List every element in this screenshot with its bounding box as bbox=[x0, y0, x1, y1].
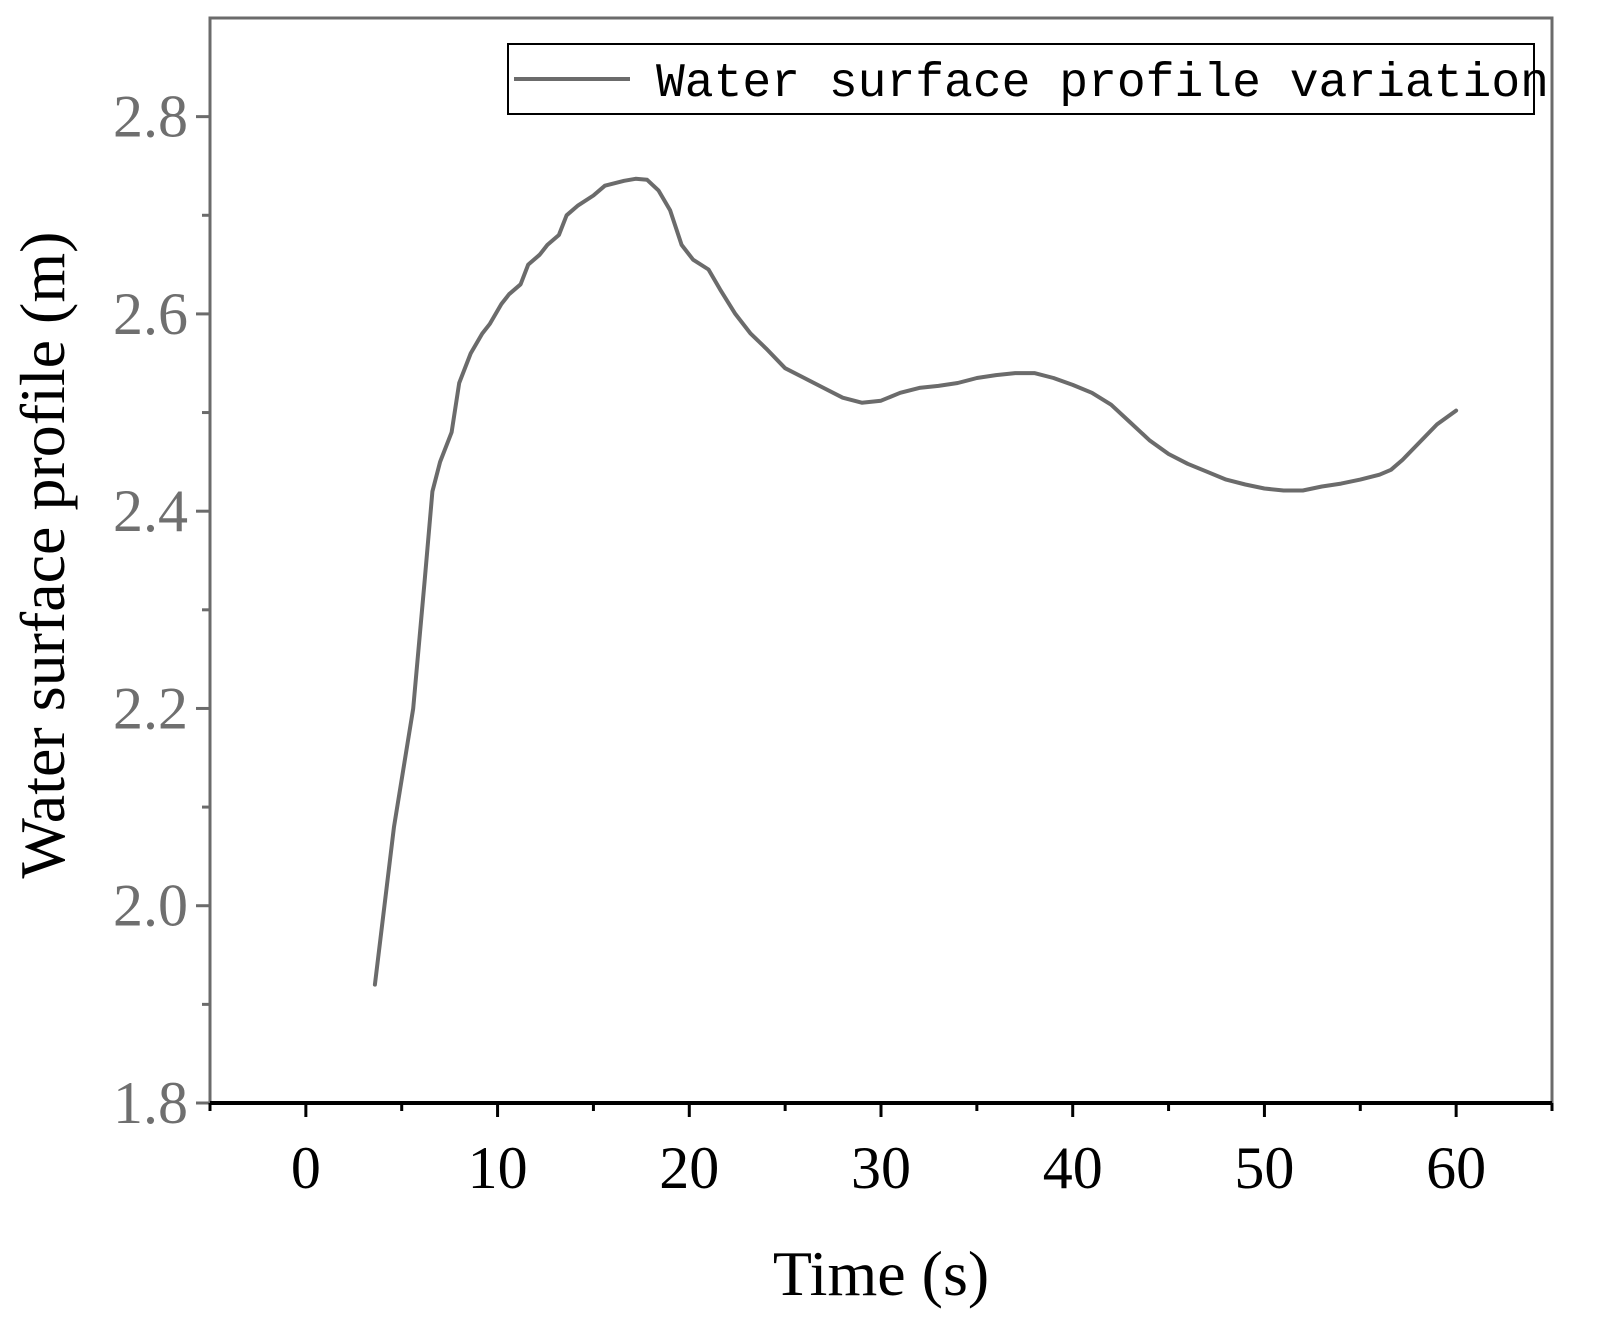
x-tick-label: 10 bbox=[468, 1135, 528, 1201]
x-tick-label: 0 bbox=[291, 1135, 321, 1201]
y-tick-label: 1.8 bbox=[113, 1070, 188, 1136]
y-axis-title: Water surface profile (m) bbox=[7, 232, 78, 879]
x-tick-label: 30 bbox=[851, 1135, 911, 1201]
x-tick-label: 60 bbox=[1426, 1135, 1486, 1201]
y-tick-label: 2.6 bbox=[113, 281, 188, 347]
y-tick-label: 2.0 bbox=[113, 873, 188, 939]
legend-box bbox=[507, 43, 1535, 115]
plot-frame bbox=[208, 16, 1554, 1105]
series-line bbox=[372, 176, 1459, 987]
y-axis: 1.8 2.0 2.2 2.4 2.6 2.8 bbox=[113, 84, 210, 1136]
x-tick-label: 50 bbox=[1234, 1135, 1294, 1201]
x-axis-title: Time (s) bbox=[773, 1238, 989, 1309]
x-tick-label: 40 bbox=[1043, 1135, 1103, 1201]
y-tick-label: 2.4 bbox=[113, 478, 188, 544]
legend-label: Water surface profile variation bbox=[656, 57, 1549, 111]
series-group bbox=[372, 176, 1459, 987]
y-tick-label: 2.2 bbox=[113, 675, 188, 741]
x-axis: 0 10 20 30 40 50 60 bbox=[208, 1101, 1554, 1201]
legend: Water surface profile variation bbox=[507, 43, 1549, 115]
x-tick-label: 20 bbox=[659, 1135, 719, 1201]
y-tick-label: 2.8 bbox=[113, 84, 188, 150]
